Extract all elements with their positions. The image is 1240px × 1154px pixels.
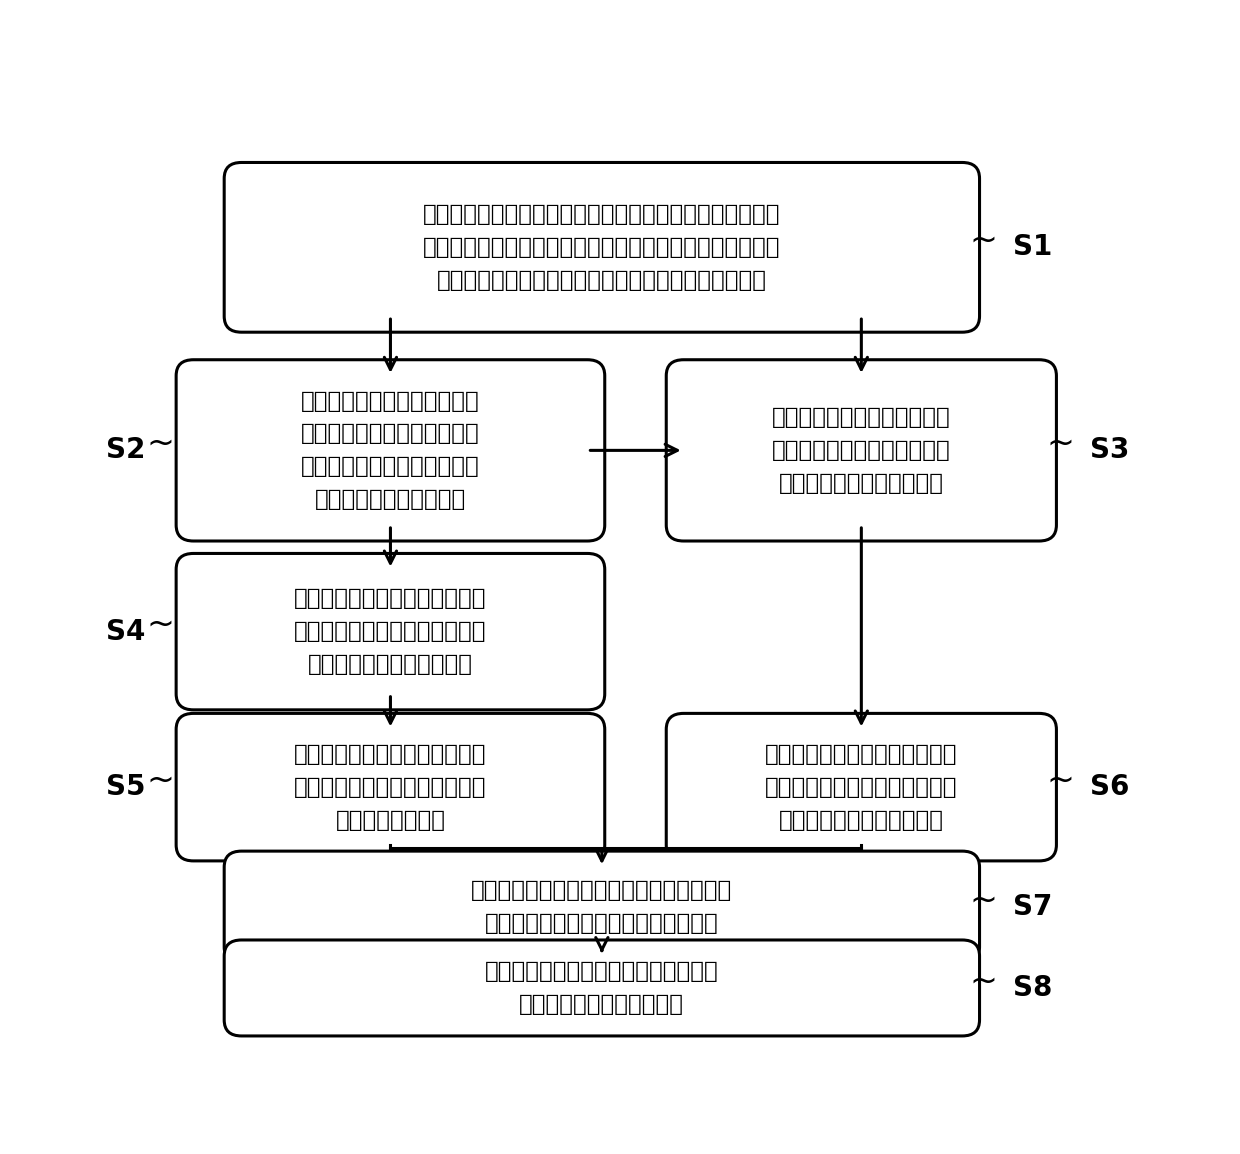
Text: S6: S6 bbox=[1090, 773, 1130, 801]
Text: ~: ~ bbox=[1047, 427, 1075, 459]
Text: 根据所述岩相单元界面和所述三维构型单元
地质模型，构建三维岩相单元地质模型: 根据所述岩相单元界面和所述三维构型单元 地质模型，构建三维岩相单元地质模型 bbox=[471, 879, 733, 935]
Text: ~: ~ bbox=[970, 884, 998, 916]
FancyBboxPatch shape bbox=[176, 360, 605, 541]
FancyBboxPatch shape bbox=[666, 713, 1056, 861]
Text: ~: ~ bbox=[970, 224, 998, 256]
Text: 利用所述三维岩相单元地质模型，表征
所述待分析储层的岩相信息: 利用所述三维岩相单元地质模型，表征 所述待分析储层的岩相信息 bbox=[485, 960, 719, 1016]
Text: 根据所述构型单元界面和所述三
维构型单元对比剖面，建立三维
构型单元地质模型: 根据所述构型单元界面和所述三 维构型单元对比剖面，建立三维 构型单元地质模型 bbox=[294, 743, 486, 832]
Text: 根据所述三维构型单元对比剖
面和所述岩相单元对比剖面，
构建三维岩相单元对比剖面: 根据所述三维构型单元对比剖 面和所述岩相单元对比剖面， 构建三维岩相单元对比剖面 bbox=[773, 406, 951, 495]
FancyBboxPatch shape bbox=[224, 163, 980, 332]
FancyBboxPatch shape bbox=[176, 713, 605, 861]
Text: S2: S2 bbox=[105, 436, 145, 464]
Text: S5: S5 bbox=[105, 773, 145, 801]
Text: ~: ~ bbox=[146, 764, 174, 796]
Text: 拾取所述三维岩相单元对比剖面
中所述岩相单元的岩相单元边界
控制线，建立岩相单元界面: 拾取所述三维岩相单元对比剖面 中所述岩相单元的岩相单元边界 控制线，建立岩相单元… bbox=[765, 743, 957, 832]
Text: 拾取所述三维构型单元对比剖面
中所述构型单元的构型单元边界
控制线，建立构型单元界面: 拾取所述三维构型单元对比剖面 中所述构型单元的构型单元边界 控制线，建立构型单元… bbox=[294, 587, 486, 676]
FancyBboxPatch shape bbox=[224, 941, 980, 1036]
Text: ~: ~ bbox=[146, 427, 174, 459]
Text: S7: S7 bbox=[1013, 893, 1053, 921]
FancyBboxPatch shape bbox=[666, 360, 1056, 541]
Text: S1: S1 bbox=[1013, 233, 1053, 261]
Text: ~: ~ bbox=[146, 608, 174, 640]
Text: ~: ~ bbox=[1047, 764, 1075, 796]
Text: S4: S4 bbox=[105, 617, 145, 645]
Text: S3: S3 bbox=[1090, 436, 1130, 464]
Text: S8: S8 bbox=[1013, 974, 1053, 1002]
FancyBboxPatch shape bbox=[224, 852, 980, 964]
FancyBboxPatch shape bbox=[176, 554, 605, 710]
Text: 获取所述待分析地区内的井的
坐标信息，根据所述坐标信息
和所述构型单元对比剖面，构
建三维构型单元对比剖面: 获取所述待分析地区内的井的 坐标信息，根据所述坐标信息 和所述构型单元对比剖面，… bbox=[301, 390, 480, 511]
Text: 利用待分析储层中的构型单元和待分析地区内的井的分布信
息，建立构型单元对比剖面，基于所述构型单元对比剖面和
所述待分析储层中的岩相单元，建立岩相单元对比剖面: 利用待分析储层中的构型单元和待分析地区内的井的分布信 息，建立构型单元对比剖面，… bbox=[423, 203, 781, 292]
Text: ~: ~ bbox=[970, 965, 998, 997]
